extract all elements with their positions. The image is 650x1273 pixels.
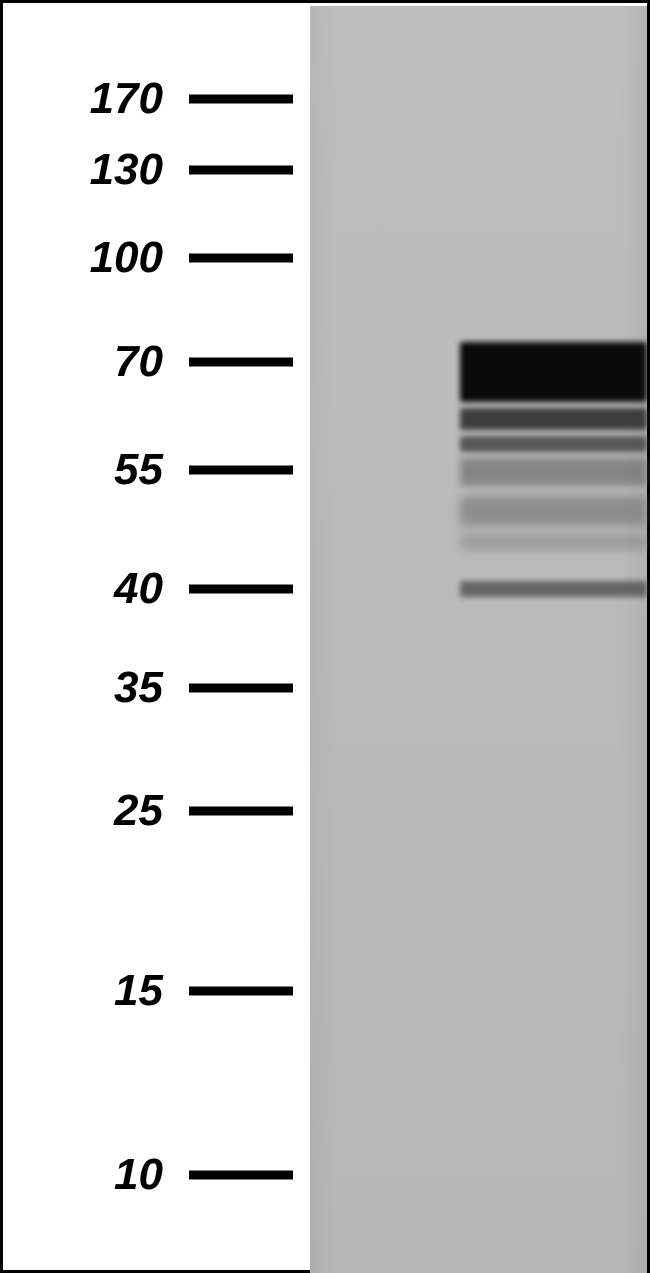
mw-label-170: 170 xyxy=(90,74,163,124)
mw-tick-10 xyxy=(189,1171,293,1180)
mw-label-100: 100 xyxy=(90,233,163,283)
lane-2-band-1 xyxy=(460,408,647,430)
mw-label-10: 10 xyxy=(114,1150,163,1200)
mw-label-130: 130 xyxy=(90,145,163,195)
mw-tick-25 xyxy=(189,807,293,816)
mw-tick-15 xyxy=(189,987,293,996)
mw-tick-100 xyxy=(189,254,293,263)
blot-membrane xyxy=(310,6,647,1273)
mw-label-25: 25 xyxy=(114,786,163,836)
lane-2-band-5 xyxy=(460,534,647,550)
mw-label-35: 35 xyxy=(114,663,163,713)
lane-2-band-4 xyxy=(460,496,647,526)
mw-tick-40 xyxy=(189,585,293,594)
mw-tick-170 xyxy=(189,95,293,104)
mw-tick-130 xyxy=(189,166,293,175)
mw-label-70: 70 xyxy=(114,337,163,387)
lane-2-band-0 xyxy=(460,342,647,402)
blot-figure: 170 130 100 70 55 40 35 25 15 10 xyxy=(0,0,650,1273)
mw-tick-70 xyxy=(189,358,293,367)
mw-tick-35 xyxy=(189,684,293,693)
mw-label-15: 15 xyxy=(114,966,163,1016)
mw-label-40: 40 xyxy=(114,564,163,614)
lane-2-band-2 xyxy=(460,436,647,452)
lane-1 xyxy=(310,6,460,1273)
mw-tick-55 xyxy=(189,466,293,475)
mw-label-55: 55 xyxy=(114,445,163,495)
mw-ladder: 170 130 100 70 55 40 35 25 15 10 xyxy=(3,3,293,1270)
lane-2 xyxy=(460,6,647,1273)
lane-2-band-3 xyxy=(460,458,647,486)
lane-2-band-6 xyxy=(460,581,647,597)
